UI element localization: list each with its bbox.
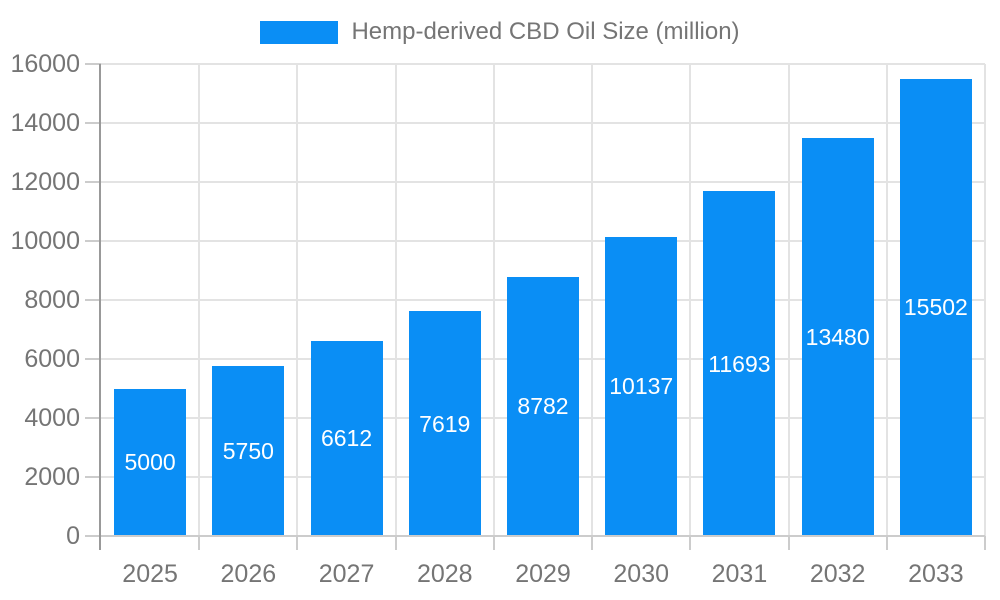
y-tick [85,63,101,65]
x-axis-label: 2025 [122,560,178,588]
v-gridline [984,64,986,536]
v-gridline [787,64,790,536]
v-gridline [591,64,594,536]
x-tick [492,536,495,550]
bar-value-label: 13480 [805,324,870,351]
legend-label: Hemp-derived CBD Oil Size (million) [351,18,740,45]
bar-2030[interactable]: 10137 [605,236,678,536]
bar-value-label: 11693 [708,350,771,377]
x-tick [689,536,692,550]
bar-value-label: 10137 [609,373,674,400]
y-tick [85,417,101,419]
bar-2028[interactable]: 7619 [408,311,481,536]
bar-value-label: 7619 [419,410,471,437]
bar-value-label: 15502 [903,294,968,321]
x-axis-label: 2032 [809,560,866,588]
h-gridline [101,63,985,65]
bar-value-label: 8782 [517,393,569,420]
x-tick [885,536,888,550]
y-axis-label: 4000 [24,404,80,432]
bar-2025[interactable]: 5000 [114,388,187,536]
x-axis-label: 2027 [318,560,375,588]
y-axis-label: 16000 [10,50,80,78]
x-axis-label: 2031 [711,560,768,588]
bar-2032[interactable]: 13480 [801,138,874,536]
x-axis-line [101,535,985,537]
y-axis-label: 6000 [24,345,80,373]
y-tick [85,476,101,478]
x-tick [591,536,594,550]
y-axis-label: 12000 [10,168,80,196]
bar-2026[interactable]: 5750 [212,366,285,536]
x-axis-label: 2026 [220,560,277,588]
y-axis-label: 8000 [24,286,80,314]
x-axis-label: 2033 [908,560,964,588]
h-gridline [101,122,985,124]
y-tick [85,358,101,360]
bar-value-label: 5000 [124,449,176,476]
h-gridline [101,181,985,183]
bar-value-label: 6612 [320,425,373,452]
x-tick [198,536,201,550]
y-tick [85,299,101,301]
y-tick [85,181,101,183]
x-tick [984,536,986,550]
x-tick [394,536,397,550]
x-tick [296,536,299,550]
bar-2031[interactable]: 11693 [703,191,776,536]
y-tick [85,240,101,242]
h-gridline [101,240,985,242]
x-axis-label: 2030 [613,560,670,588]
v-gridline [198,64,201,536]
legend-swatch[interactable] [260,20,339,44]
v-gridline [885,64,888,536]
x-tick [787,536,790,550]
bar-value-label: 5750 [222,438,274,465]
y-axis-label: 2000 [24,463,80,491]
bar-2033[interactable]: 15502 [899,78,972,536]
y-tick [85,535,101,537]
x-axis-label: 2028 [416,560,473,588]
x-axis-label: 2029 [515,560,571,588]
v-gridline [394,64,397,536]
v-gridline [296,64,299,536]
y-axis-label: 14000 [10,109,80,137]
chart-legend[interactable]: Hemp-derived CBD Oil Size (million) [0,18,1000,46]
y-tick [85,122,101,124]
v-gridline [689,64,692,536]
y-axis-label: 0 [66,522,80,550]
v-gridline [492,64,495,536]
bar-2029[interactable]: 8782 [507,276,579,536]
y-axis-label: 10000 [10,227,80,255]
bar-2027[interactable]: 6612 [310,340,383,536]
y-axis-line [99,64,101,550]
